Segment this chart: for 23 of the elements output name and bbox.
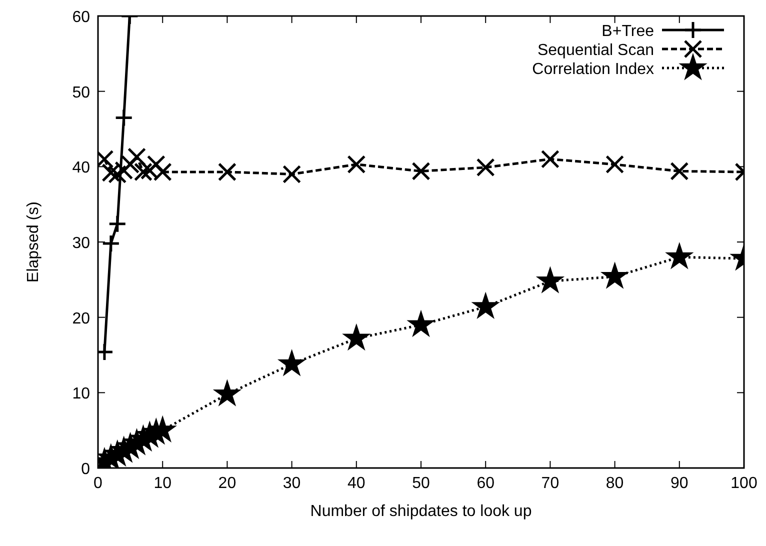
x-tick-label: 80 [606,475,624,492]
y-tick-label: 60 [72,9,90,26]
y-tick-label: 0 [81,461,90,478]
x-tick-label: 30 [282,475,301,492]
x-tick-label: 70 [541,475,560,492]
x-tick-label: 60 [476,475,495,492]
y-tick-label: 30 [72,235,90,252]
y-tick-label: 20 [72,310,90,328]
x-axis-title: Number of shipdates to look up [310,503,532,520]
y-tick-label: 10 [72,386,90,403]
x-tick-label: 100 [730,475,758,492]
x-tick-label: 20 [218,475,236,492]
legend-label: Sequential Scan [537,42,654,59]
y-tick-label: 50 [72,84,90,102]
x-tick-label: 0 [94,475,103,492]
legend-label: Correlation Index [532,61,654,78]
x-tick-label: 50 [412,475,430,492]
x-tick-label: 40 [348,475,366,492]
x-tick-label: 90 [670,475,688,492]
x-tick-label: 10 [154,475,172,492]
y-axis-title: Elapsed (s) [25,202,42,282]
legend-label: B+Tree [602,23,654,40]
y-tick-label: 40 [72,160,90,177]
